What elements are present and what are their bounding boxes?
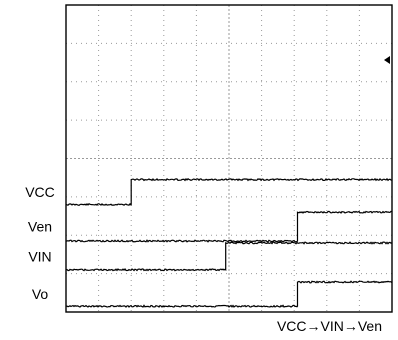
channel-label-vo: Vo — [32, 286, 49, 302]
channel-label-ven: Ven — [28, 219, 52, 235]
trace-vo — [65, 280, 393, 308]
left-arrow-icon — [384, 56, 390, 64]
channel-label-vcc: VCC — [25, 184, 55, 200]
grid — [66, 5, 392, 312]
channel-label-vin: VIN — [28, 248, 51, 264]
trace-vcc — [65, 177, 393, 206]
plot-frame — [65, 4, 393, 313]
trace-ven — [66, 210, 393, 243]
caption: VCC→VIN→Ven — [277, 318, 382, 334]
trace-vin — [65, 241, 393, 272]
